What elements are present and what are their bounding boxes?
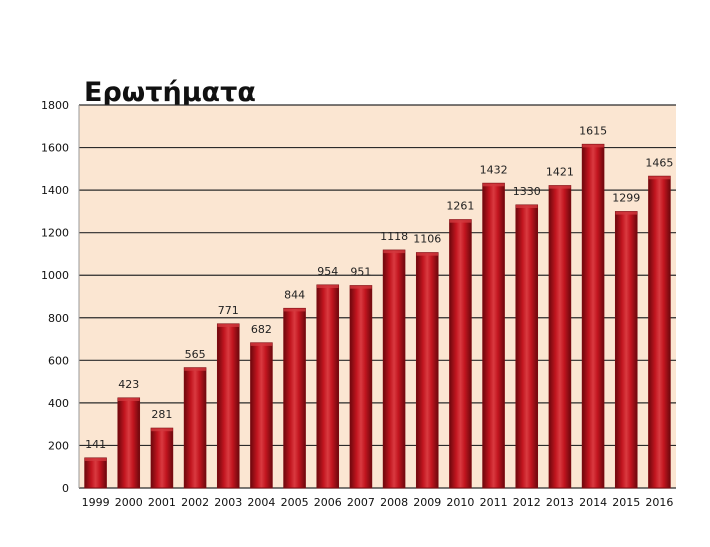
x-tick-label: 2003 [214, 496, 242, 509]
data-label-2007: 951 [350, 266, 371, 279]
x-tick-label: 1999 [82, 496, 110, 509]
x-tick-label: 2001 [148, 496, 176, 509]
bar-cap [449, 219, 472, 223]
bar-2011 [482, 182, 505, 489]
bar-cap [549, 185, 571, 189]
bar-cap [117, 397, 140, 401]
bar-2008 [382, 249, 406, 489]
bar-cap [383, 250, 405, 254]
bar-cap [151, 428, 173, 432]
data-label-2011: 1432 [480, 163, 508, 176]
bar-2001 [150, 427, 174, 489]
x-tick-label: 2002 [181, 496, 209, 509]
y-tick-label: 800 [48, 312, 69, 325]
data-label-2013: 1421 [546, 166, 574, 179]
bar-2013 [548, 185, 572, 489]
bar-2010 [449, 219, 472, 489]
y-tick-label: 1600 [41, 142, 69, 155]
gridlines [79, 104, 676, 489]
x-tick-label: 2005 [281, 496, 309, 509]
bar-cap [184, 367, 206, 371]
bar-cap [217, 323, 240, 327]
data-label-1999: 141 [85, 438, 106, 451]
bar-2005 [283, 307, 306, 489]
x-tick-label: 2009 [413, 496, 441, 509]
x-tick-label: 2007 [347, 496, 375, 509]
bar-cap [582, 144, 604, 148]
bar-2007 [349, 285, 373, 489]
bar-cap [615, 211, 638, 215]
data-label-2002: 565 [185, 348, 206, 361]
data-label-2005: 844 [284, 288, 305, 301]
data-label-2012: 1330 [513, 185, 541, 198]
y-tick-label: 1000 [41, 269, 69, 282]
x-tick-label: 2006 [314, 496, 342, 509]
data-label-2004: 682 [251, 323, 272, 336]
bars [84, 143, 671, 489]
data-label-2015: 1299 [612, 192, 640, 205]
x-tick-label: 2013 [546, 496, 574, 509]
bar-2006 [316, 284, 340, 489]
data-labels: 141 423 281 565 771 682 844 954 951 1118 1106 1261 1… [85, 124, 673, 451]
y-tick-label: 200 [48, 439, 69, 452]
data-label-2016: 1465 [645, 156, 673, 169]
bar-cap [316, 285, 339, 289]
bar-cap [416, 252, 439, 256]
data-label-2008: 1118 [380, 230, 408, 243]
bar-2002 [183, 367, 207, 489]
bar-2000 [117, 397, 141, 489]
data-label-2006: 954 [317, 265, 338, 278]
y-axis: 0 200 400 600 800 1000 1200 1400 1600 1800 [41, 99, 80, 495]
bar-2012 [515, 204, 539, 489]
bar-cap [250, 342, 273, 346]
data-label-2009: 1106 [413, 233, 441, 246]
bar-1999 [84, 457, 107, 489]
data-label-2003: 771 [218, 304, 239, 317]
x-tick-label: 2014 [579, 496, 607, 509]
x-tick-label: 2004 [247, 496, 275, 509]
bar-2003 [216, 323, 240, 489]
bar-cap [350, 285, 372, 289]
bar-2016 [648, 175, 671, 489]
bar-2009 [415, 252, 439, 489]
data-label-2010: 1261 [446, 200, 474, 213]
chart-title: Ερωτήματα [84, 77, 256, 108]
y-tick-label: 600 [48, 354, 69, 367]
bar-2014 [581, 143, 605, 489]
data-label-2014: 1615 [579, 124, 607, 137]
x-tick-label: 2000 [115, 496, 143, 509]
bar-cap [283, 308, 306, 312]
x-axis: 1999 2000 2001 2002 2003 2004 2005 2006 2007 2008… [82, 496, 674, 509]
x-tick-label: 2012 [513, 496, 541, 509]
y-tick-label: 1200 [41, 227, 69, 240]
bar-cap [515, 205, 538, 209]
y-tick-label: 400 [48, 397, 69, 410]
x-tick-label: 2015 [612, 496, 640, 509]
x-tick-label: 2008 [380, 496, 408, 509]
y-tick-label: 1800 [41, 99, 69, 112]
data-label-2001: 281 [151, 408, 172, 421]
y-tick-label: 1400 [41, 184, 69, 197]
plot-area [79, 105, 676, 488]
bar-cap [648, 176, 671, 180]
x-tick-label: 2011 [480, 496, 508, 509]
data-label-2000: 423 [118, 378, 139, 391]
bar-cap [84, 457, 107, 461]
x-tick-label: 2016 [645, 496, 673, 509]
y-tick-label: 0 [62, 482, 69, 495]
x-tick-label: 2010 [446, 496, 474, 509]
bar-cap [482, 183, 505, 187]
bar-2015 [614, 211, 638, 489]
bar-2004 [250, 342, 273, 489]
